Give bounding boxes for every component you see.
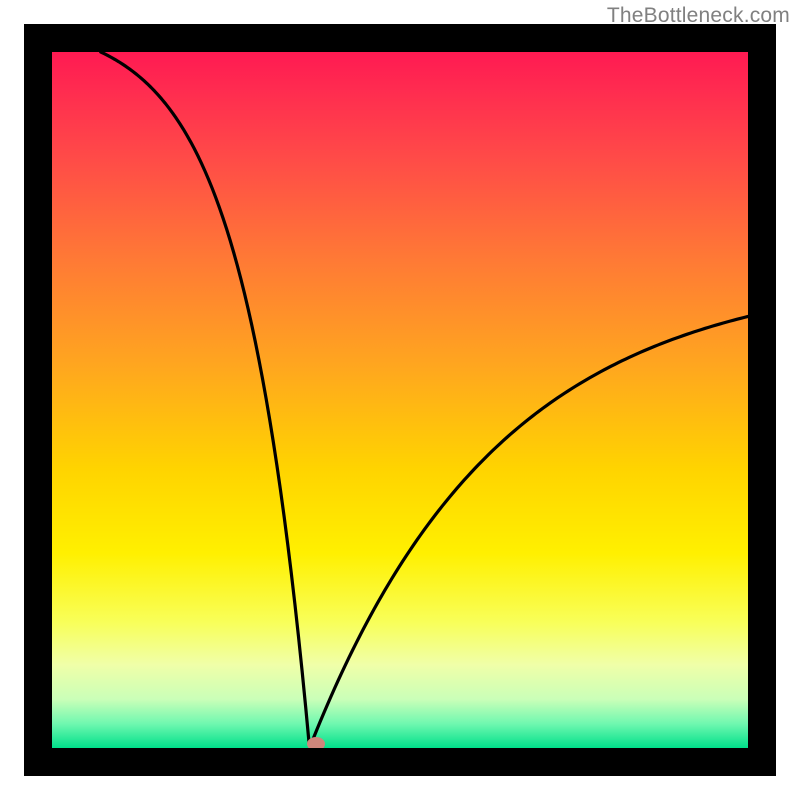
- gradient-background: [52, 52, 748, 748]
- plot-area: [52, 52, 748, 748]
- plot-svg: [52, 52, 748, 748]
- chart-root: TheBottleneck.com: [0, 0, 800, 800]
